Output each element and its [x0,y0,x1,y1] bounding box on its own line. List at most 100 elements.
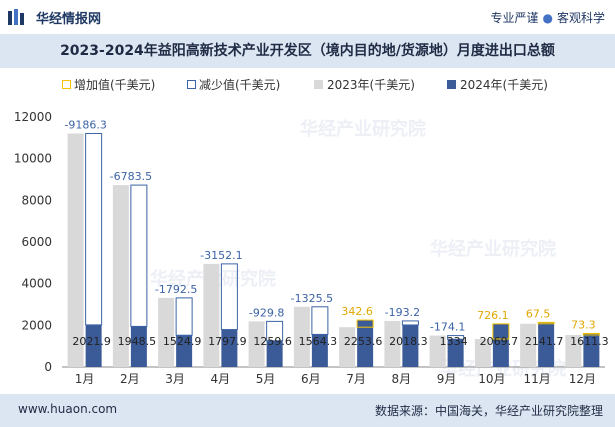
legend-swatch-2023 [314,80,323,89]
value-label-2024: 1948.5 [118,335,157,348]
decrease-outline [85,132,103,326]
decrease-outline [130,184,148,327]
change-label: 67.5 [526,307,551,320]
title-band: 2023-2024年益阳高新技术产业开发区（境内目的地/货源地）月度进出口总额 [0,34,615,68]
change-label: -1792.5 [155,283,197,296]
bar-2023 [474,339,491,367]
bar-2024 [402,324,419,367]
bar-2023 [339,327,356,367]
bar-2023 [429,335,446,367]
tagline: 专业严谨 ● 客观科学 [490,9,605,26]
y-tick-label: 0 [44,360,52,374]
x-tick-label: 5月 [256,372,276,386]
value-label-2024: 1797.9 [208,335,247,348]
increase-outline [582,332,600,336]
tagline-right: 客观科学 [556,11,605,25]
bar-chart: 华经产业研究院 华经产业研究院 华经产业研究院 华经产业研究院 0 2000 400… [14,110,609,386]
bar-2023 [384,320,401,367]
bar-2024 [130,326,147,367]
decrease-outline [311,306,329,335]
footer: www.huaon.com 数据来源：中国海关，华经产业研究院整理 [0,394,615,427]
value-label-2024: 2141.7 [525,335,564,348]
decrease-outline [175,297,193,336]
footer-source: 数据来源：中国海关，华经产业研究院整理 [374,404,603,418]
value-label-2024: 2018.3 [389,335,428,348]
bar-2023 [158,297,175,367]
bar-2023 [293,306,310,367]
axes: 0 2000 4000 6000 8000 10000 12000 1月 2月 3月 4月 5月 6月 7… [14,110,605,386]
bar-2024 [266,340,283,367]
y-tick-label: 10000 [14,152,52,166]
increase-outline [492,323,510,340]
value-label-2024: 1564.3 [299,335,338,348]
bar-2024 [357,320,374,367]
change-label: -9186.3 [64,118,106,131]
decrease-outline [447,335,465,340]
bar-2024 [538,322,555,367]
decrease-outline [266,320,284,342]
change-label: -6783.5 [110,170,152,183]
chart-legend: 增加值(千美元) 减少值(千美元) 2023年(千美元) 2024年(千美元) [0,72,615,94]
tagline-left: 专业严谨 [490,11,539,25]
x-tick-label: 1月 [75,372,95,386]
change-label: 726.1 [477,309,509,322]
bar-2023 [112,185,129,367]
y-tick-label: 2000 [21,318,52,332]
legend-swatch-2024 [447,80,456,89]
bar-2024 [447,339,464,367]
legend-label-2023: 2023年(千美元) [327,78,415,92]
value-label-2024: 1524.9 [163,335,202,348]
x-tick-label: 3月 [165,372,185,386]
bar-2023 [203,263,220,367]
change-label: 73.3 [571,318,596,331]
x-tick-label: 2月 [120,372,140,386]
brand-name: 华经情报网 [36,12,102,27]
x-tick-label: 11月 [523,372,550,386]
y-tick-label: 8000 [21,193,52,207]
change-label: -193.2 [385,306,420,319]
value-label-2024: 2253.6 [344,335,383,348]
watermark-layer: 华经产业研究院 华经产业研究院 华经产业研究院 华经产业研究院 [150,118,566,380]
x-tick-label: 4月 [211,372,231,386]
bars-layer [67,132,600,367]
y-tick-label: 12000 [14,110,52,124]
increase-outline [356,319,374,328]
y-tick-label: 4000 [21,277,52,291]
watermark-text: 华经产业研究院 [300,118,426,140]
top-bar: 华经情报网 专业严谨 ● 客观科学 [0,0,615,34]
value-label-2024: 2069.7 [480,335,519,348]
dot-separator-icon: ● [542,11,553,25]
bar-2024 [311,334,328,367]
bar-2023 [67,133,84,367]
legend-swatch-decrease [187,80,196,89]
x-tick-label: 8月 [392,372,412,386]
watermark-text: 华经产业研究院 [430,238,556,260]
value-label-2024: 1334 [440,335,468,348]
change-label: -929.8 [249,306,284,319]
bar-2023 [520,323,537,367]
bar-2023 [565,334,582,367]
change-label: -174.1 [430,321,465,334]
x-tick-label: 6月 [301,372,321,386]
decrease-outline [401,320,419,326]
value-label-2024: 1611.3 [570,335,609,348]
y-tick-label: 6000 [21,235,52,249]
bar-2024 [492,323,509,367]
x-tick-label: 10月 [478,372,505,386]
value-label-2024: 1259.6 [253,335,292,348]
logo-icon [8,9,24,25]
x-tick-label: 7月 [346,372,366,386]
change-label: -3152.1 [200,249,242,262]
x-tick-label: 12月 [569,372,596,386]
bar-2023 [248,321,265,367]
legend-label-2024: 2024年(千美元) [460,78,548,92]
legend-label-increase: 增加值(千美元) [74,78,156,92]
increase-outline [537,321,555,325]
decrease-outline [220,263,238,331]
x-tick-label: 9月 [437,372,457,386]
change-label: 342.6 [341,305,373,318]
bar-2024 [85,324,102,367]
footer-url: www.huaon.com [18,402,118,416]
labels-layer: -9186.3 2021.9 -6783.5 1948.5 -1792.5 1524.9 -… [64,118,608,348]
bar-2024 [583,333,600,367]
